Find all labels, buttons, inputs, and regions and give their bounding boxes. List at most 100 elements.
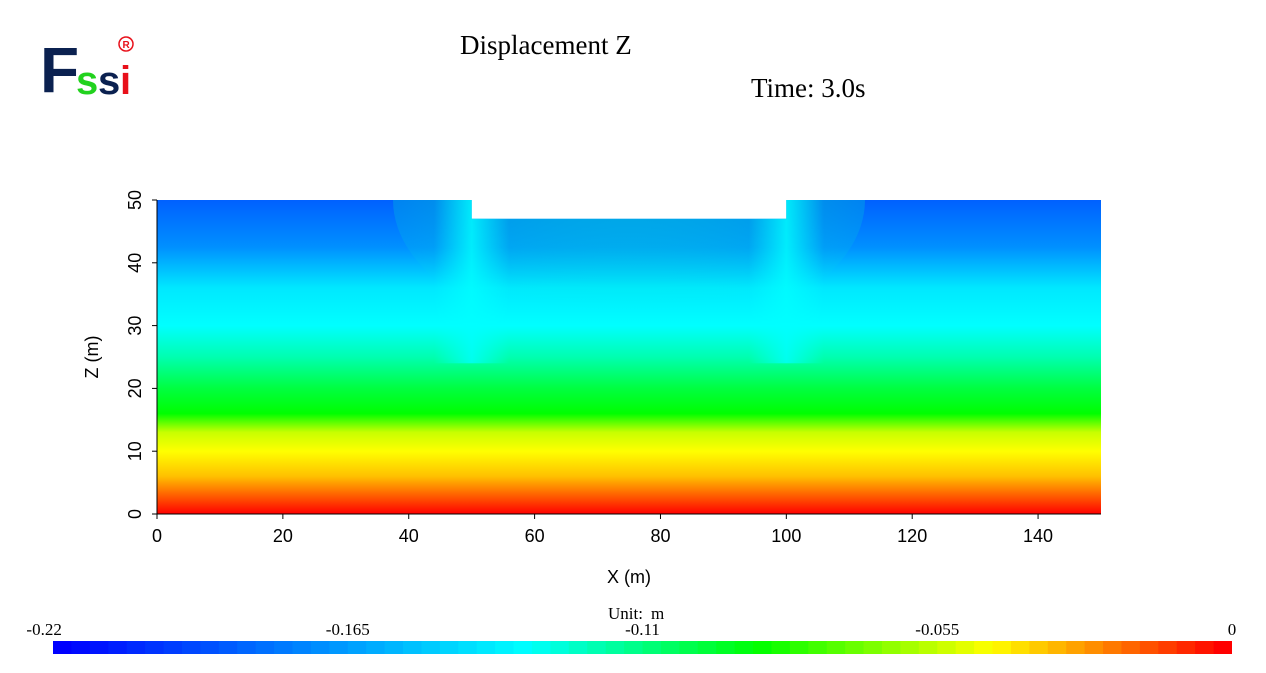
colorbar-segment [568,641,588,654]
y-tick-label: 50 [125,190,145,210]
colorbar-segment [679,641,699,654]
logo-letter-s2: s [98,59,120,102]
colorbar-segment [495,641,515,654]
colorbar-tick-label: -0.165 [325,620,370,639]
colorbar-segment [255,641,275,654]
colorbar-segment [329,641,349,654]
x-tick-label: 80 [650,526,670,546]
colorbar-segment [53,641,72,654]
y-tick-label: 10 [125,441,145,461]
colorbar-segment [550,641,570,654]
colorbar-segment [789,641,809,654]
y-axis: 0 10 20 30 40 50 [125,190,158,519]
colorbar-segment [237,641,257,654]
colorbar-segment [771,641,791,654]
colorbar-segment [642,641,662,654]
colorbar-segment [955,641,975,654]
colorbar-segment [660,641,680,654]
y-tick-label: 20 [125,378,145,398]
time-label: Time: 3.0s [751,73,866,103]
y-tick-label: 0 [125,509,145,519]
left-wall-glow [433,200,510,364]
registered-mark-letter: R [123,40,131,51]
colorbar [53,641,1232,654]
x-tick-label: 120 [897,526,927,546]
colorbar-segment [126,641,146,654]
colorbar-segment [863,641,883,654]
field-group [157,200,1101,514]
displacement-plot: 0 20 40 60 80 100 120 140 0 10 20 30 40 50 X (m) Z (… [82,190,1101,587]
colorbar-segment [1084,641,1104,654]
colorbar-segment [292,641,312,654]
colorbar-segment [531,641,551,654]
colorbar-segment [310,641,330,654]
colorbar-tick-label: -0.11 [625,620,660,639]
x-tick-label: 0 [152,526,162,546]
colorbar-segment [89,641,109,654]
colorbar-segment [1121,641,1141,654]
colorbar-segment [513,641,533,654]
x-axis-label: X (m) [607,567,651,587]
fssi-logo: F s s i R [40,34,134,102]
colorbar-segment [1010,641,1030,654]
colorbar-segment [918,641,938,654]
colorbar-segment [808,641,828,654]
unit-value: m [650,604,665,623]
logo-letter-i: i [120,59,131,102]
colorbar-segment [1195,641,1215,654]
colorbar-segment [1066,641,1086,654]
colorbar-tick-label: 0 [1227,620,1237,639]
colorbar-segment [881,641,901,654]
x-tick-label: 140 [1023,526,1053,546]
colorbar-segment [163,641,183,654]
colorbar-segment [937,641,957,654]
colorbar-segment [421,641,441,654]
colorbar-segment [845,641,865,654]
colorbar-segment [108,641,128,654]
x-tick-label: 60 [525,526,545,546]
y-axis-label: Z (m) [82,336,102,379]
y-tick-label: 40 [125,253,145,273]
colorbar-segment [1176,641,1196,654]
colorbar-segment [1047,641,1067,654]
x-tick-label: 20 [273,526,293,546]
colorbar-segment [753,641,772,654]
colorbar-segment [900,641,920,654]
colorbar-segment [1158,641,1178,654]
colorbar-segment [1103,641,1122,654]
colorbar-segment [384,641,404,654]
colorbar-segment [1213,641,1232,654]
colorbar-segment [200,641,220,654]
colorbar-segment [458,641,478,654]
unit-label: Unit: m [608,604,672,624]
colorbar-segment [1139,641,1159,654]
colorbar-segment [403,641,422,654]
colorbar-segment [145,641,165,654]
colorbar-segment [716,641,736,654]
colorbar-segment [366,641,386,654]
colorbar-segment [181,641,201,654]
colorbar-segment [476,641,496,654]
colorbar-segment [218,641,238,654]
x-axis: 0 20 40 60 80 100 120 140 [152,513,1101,546]
colorbar-segment [587,641,607,654]
logo-letter-s1: s [76,59,98,102]
y-tick-label: 30 [125,316,145,336]
colorbar-segment [347,641,367,654]
unit-prefix: Unit: [608,604,643,623]
colorbar-tick-label: -0.055 [915,620,960,639]
registered-mark-icon [118,36,134,52]
x-tick-label: 100 [771,526,801,546]
colorbar-segment [697,641,717,654]
colorbar-segment [974,641,994,654]
colorbar-segment [71,641,91,654]
colorbar-segment [605,641,625,654]
colorbar-segment [274,641,293,654]
colorbar-segment [826,641,846,654]
right-wall-glow [748,200,825,364]
colorbar-segment [992,641,1012,654]
colorbar-segment [439,641,459,654]
colorbar-tick-label: -0.22 [26,620,62,639]
colorbar-segment [1029,641,1049,654]
logo-letter-f: F [40,34,79,102]
